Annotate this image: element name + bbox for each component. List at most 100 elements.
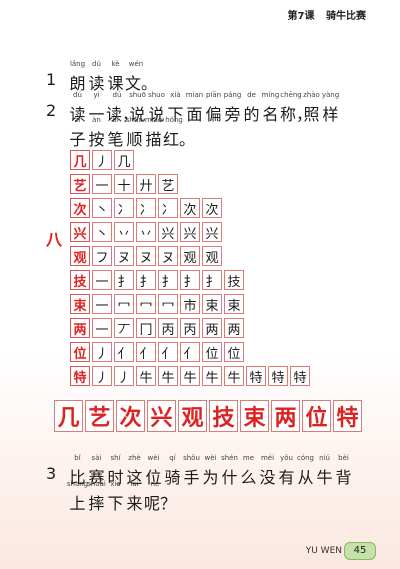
stroke-step: 扌 [202, 270, 222, 290]
hanzi: 按 [88, 130, 105, 149]
hanzi-with-pinyin: xià 下 [166, 91, 185, 125]
stroke-row: 两一丆冂丙丙两两 [70, 318, 312, 341]
stroke-step: 特 [268, 366, 288, 386]
hanzi: 子 [69, 130, 86, 149]
stroke-step: 冖 [158, 294, 178, 314]
hanzi-with-pinyin: dú 读 [68, 91, 87, 125]
hanzi: 上 [69, 494, 86, 513]
pinyin: shuāi [87, 480, 106, 488]
hanzi-with-pinyin: yi 一 [87, 91, 106, 125]
hanzi: 下 [167, 105, 184, 124]
exercise-2-line-2: zi 子 àn 按 bǐ 笔 shùn 顺 miáo 描 hóng 红。 [68, 116, 195, 150]
stroke-step: 丿 [92, 342, 112, 362]
stroke-step: 一 [92, 270, 112, 290]
practice-char: 束 [240, 400, 269, 432]
stroke-step: 冖 [114, 294, 134, 314]
stroke-step: 亻 [158, 342, 178, 362]
stroke-step: 扌 [158, 270, 178, 290]
hanzi: 照 [303, 105, 320, 124]
pinyin: yi [93, 91, 100, 99]
stroke-step: 扌 [114, 270, 134, 290]
practice-char: 技 [209, 400, 238, 432]
hanzi-with-pinyin: wèi 位 [144, 454, 163, 488]
hanzi-with-pinyin: míng 名 [261, 91, 280, 125]
hanzi: 读 [69, 105, 86, 124]
hanzi-with-pinyin: méi 没 [258, 454, 277, 488]
stroke-step: 丶 [92, 222, 112, 242]
stroke-step: 丿 [92, 366, 112, 386]
stroke-step: 扌 [180, 270, 200, 290]
stroke-step: 牛 [180, 366, 200, 386]
stroke-target-char: 特 [70, 366, 90, 386]
exercise-2-line-1: dú 读 yi 一 dú 读， shuō 说 shuo 说 xià 下 mian 面 piān 偏 páng 旁 d… [68, 91, 340, 125]
stroke-step: 冫 [136, 198, 156, 218]
stroke-step: ヌ [114, 246, 134, 266]
stroke-step: 牛 [158, 366, 178, 386]
stroke-step: 扌 [136, 270, 156, 290]
pinyin: yàng [321, 91, 340, 99]
pinyin: lǎng [69, 60, 86, 68]
hanzi-with-pinyin: shǒu 手 [182, 454, 201, 488]
pinyin: bǐ [112, 116, 119, 124]
footer-label: YU WEN [305, 546, 342, 556]
pinyin: shùn [126, 116, 143, 124]
pinyin: kè [111, 60, 120, 68]
hanzi-with-pinyin: shí 时 [106, 454, 125, 488]
hanzi: 从 [297, 468, 314, 487]
hanzi-with-pinyin: bǐ 笔 [106, 116, 125, 150]
hanzi-with-pinyin: zi 子 [68, 116, 87, 150]
hanzi: 时 [107, 468, 124, 487]
hanzi-with-pinyin: lǎng 朗 [68, 60, 87, 94]
pinyin: miáo [144, 116, 163, 124]
stroke-step: 观 [202, 246, 222, 266]
pinyin: yǒu [280, 454, 293, 462]
hanzi: 位 [145, 468, 162, 487]
stroke-step: 市 [180, 294, 200, 314]
pinyin: zhè [128, 454, 141, 462]
pinyin: lai [130, 480, 139, 488]
stroke-step: 一 [92, 174, 112, 194]
stroke-row: 位丿亻亻亻亻位位 [70, 342, 312, 365]
hanzi-with-pinyin: de 的 [242, 91, 261, 125]
stroke-target-char: 几 [70, 150, 90, 170]
page-header: 第7课 骑牛比赛 [288, 7, 366, 22]
page-number: 45 [344, 542, 376, 560]
exercise-3-line-2: shang 上 shuāi 摔 xia 下 lai 来 ne 呢？ [67, 480, 176, 514]
hanzi-with-pinyin: zhào 照 [302, 91, 321, 125]
hanzi-with-pinyin: wén 文。 [125, 60, 157, 94]
exercise-1-text: lǎng 朗 dú 读 kè 课 wén 文。 [68, 60, 157, 94]
stroke-step: 束 [224, 294, 244, 314]
pinyin: mian [185, 91, 204, 99]
pinyin: bèi [338, 454, 349, 462]
exercise-number: 2 [46, 101, 57, 120]
stroke-row: 特丿丿牛牛牛牛牛特特特 [70, 366, 312, 389]
stroke-step: 一 [92, 318, 112, 338]
pinyin: dú [92, 60, 101, 68]
exercise-number: 3 [46, 464, 57, 483]
hanzi: 笔 [107, 130, 124, 149]
hanzi-with-pinyin: shén 什 [220, 454, 239, 488]
stroke-step: 两 [224, 318, 244, 338]
hanzi-with-pinyin: páng 旁 [223, 91, 242, 125]
hanzi-with-pinyin: wèi 为 [201, 454, 220, 488]
hanzi: 么 [240, 468, 257, 487]
hanzi-with-pinyin: bǐ 比 [68, 454, 87, 488]
pinyin: piān [205, 91, 222, 99]
hanzi-with-pinyin: hóng 红。 [163, 116, 195, 150]
hanzi-with-pinyin: sài 赛 [87, 454, 106, 488]
hanzi: 有 [278, 468, 295, 487]
hanzi-with-pinyin: shuō 说 [128, 91, 147, 125]
practice-char: 艺 [85, 400, 114, 432]
stroke-step: 束 [202, 294, 222, 314]
hanzi-with-pinyin: kè 课 [106, 60, 125, 94]
stroke-target-char: 次 [70, 198, 90, 218]
pinyin: míng [261, 91, 280, 99]
stroke-step: 丆 [114, 318, 134, 338]
stroke-row: 观フヌヌヌ观观 [70, 246, 312, 269]
stroke-row: 几丿几 [70, 150, 312, 173]
pinyin: dú [73, 91, 82, 99]
hanzi: 为 [202, 468, 219, 487]
pinyin: bǐ [74, 454, 81, 462]
stroke-step: 十 [114, 174, 134, 194]
pinyin: de [247, 91, 256, 99]
